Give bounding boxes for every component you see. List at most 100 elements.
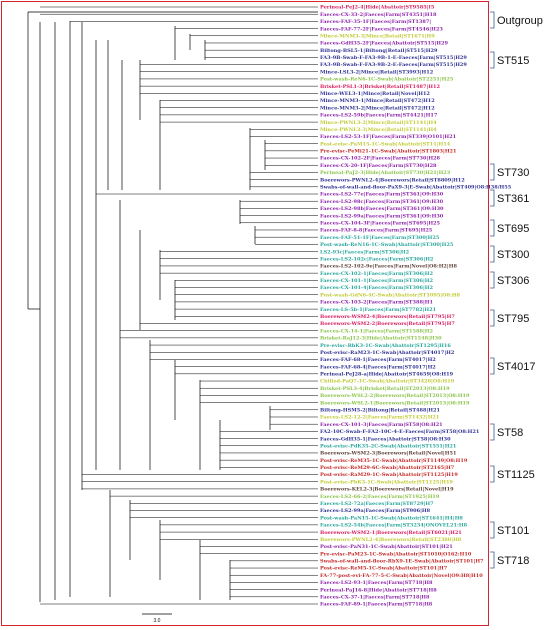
scale-bar-label: 3.0 (154, 618, 161, 624)
tree-leaf-label: Faeces-FAF-68-1|Faeces|Farm|ST4017|H2 (320, 357, 436, 363)
clade-bracket (490, 245, 495, 263)
tree-leaf-label: Chilled-PaQ7-1C-Swab|Abattoir|ST3420|O8:… (320, 379, 455, 385)
tree-leaf-label: Faeces-CX-103-2|Faeces|Farm|ST388|H1 (320, 300, 433, 306)
tree-leaf-label: Perineal-PaJ16-8|Hide|Abattoir|ST718|H8 (320, 587, 437, 593)
tree-leaf-label: Faeces-CX-102-2F|Faeces|Farm|ST730|H28 (320, 156, 441, 162)
clade-label: ST695 (497, 223, 529, 235)
tree-leaf-label: FA3-9B-Swab-F-FA3-9B-2-E-Faeces|Farm|ST5… (320, 62, 467, 68)
clade-bracket (490, 189, 495, 207)
tree-leaf-label: Boerewors-WSL2-2|Boerewors|Retail|ST2013… (320, 393, 470, 399)
tree-leaf-label: FA3-9B-Swab-F-FA3-9B-1-E-Faeces|Farm|ST5… (320, 55, 467, 61)
tree-leaf-label: Faeces-LS2-93-1|Faeces|Farm|ST718|H8 (320, 580, 433, 586)
clade-label: ST515 (497, 55, 529, 67)
clade-label: ST101 (497, 525, 529, 537)
tree-leaf-label: Swabs-of-wall-and-floor-PaX9-3|E-Swab|Ab… (320, 185, 512, 191)
tree-leaf-label: Boerewors-WSM2-2|Boerewors|Retail|ST795|… (320, 321, 455, 327)
tree-leaf-label: Faeces-FAF-35-1F|Faeces|Farm|ST1387| (320, 19, 431, 25)
tree-leaf-label: Mince-MNM3-1|Mince|Retail|ST472|H12 (320, 98, 435, 104)
tree-leaf-label: Post-evisc-PaM15-1C-Swab|Abattoir|ST11|H… (320, 141, 451, 147)
tree-leaf-label: Swabs-of-wall-and-floor-RbX9-1E-Swab|Aba… (320, 559, 484, 565)
clade-bracket (490, 163, 495, 181)
clade-brackets: Outgroup ST515 ST730 ST361 ST695 ST300 ST306 ST… (490, 11, 543, 569)
clade-label: ST4017 (497, 361, 536, 373)
clade-bracket (490, 219, 495, 237)
tree-leaf-label: Boerewors-KEL2-3|Boerewors|Retail|Novel|… (320, 487, 454, 493)
clade-bracket (490, 309, 495, 327)
tree-branches (27, 6, 318, 605)
tree-leaf-label: Biltong-HSM5-2|Biltong|Retail|ST488|H21 (320, 407, 440, 413)
tree-leaves: Perineal-PeJ2-4|Hide|Abattoir|ST9585|I5F… (320, 5, 512, 608)
tree-leaf-label: Faeces-FAF-8-8|Faeces|Farm|ST695|H25 (320, 228, 433, 234)
tree-leaf-label: Perineal-PeJ28-a|Hide|Abattoir|ST4659|O8… (320, 372, 454, 378)
tree-leaf-label: Post-evisc-ReM29-6C-Swab|Abattoir|ST2165… (320, 465, 455, 471)
tree-leaf-label: Boerewors-WSM2-1|Boerewors|Retail|ST6021… (320, 530, 462, 536)
tree-leaf-label: Faeces-CX-14-1|Faeces|Farm|ST1588|H2 (320, 328, 434, 334)
tree-leaf-label: Faeces-LS2-102-9e|Faeces|Farm|Novel|O8:H… (320, 264, 457, 270)
tree-leaf-label: Faeces-FAF-77-2F|Faeces|Farm|ST4546|H23 (320, 26, 443, 32)
tree-leaf-label: Boerewors-PWNL2-4|Boerewors|Retail|ST238… (320, 537, 462, 543)
tree-leaf-label: Post-wash-ReN16-1C-Swab|Abattoir|ST300|H… (320, 242, 454, 248)
clade-bracket (490, 11, 495, 29)
tree-leaf-label: Post-wash-GdN6-4C-Swab|Abattoir|ST1095|O… (320, 292, 461, 298)
tree-leaf-label: Faeces-CX-101-3|Faeces|Farm|ST58|O8:H21 (320, 422, 443, 428)
tree-leaf-label: Mince-MNM3-3|Mince|Retail|ST1671|H9 (320, 33, 435, 39)
clade-label: Outgroup (497, 15, 543, 27)
tree-leaf-label: Post-evisc-RaM29-1C-Swab|Abattoir|ST1125… (320, 472, 458, 478)
tree-leaf-label: Faeces-LS2-99a|Faeces|Farm|ST906|H8 (320, 508, 431, 514)
clade-bracket (490, 551, 495, 569)
tree-leaf-label: Faeces-FAF-51-1F|Faeces|Farm|ST300|H25 (320, 235, 440, 241)
tree-leaf-label: Faeces-GdH35-2F|Faeces|Abattoir|ST515|H2… (320, 41, 448, 47)
tree-leaf-label: Faeces-LS2-59b|Faeces|Farm|ST4421|H17 (320, 113, 438, 119)
clade-label: ST718 (497, 555, 529, 567)
tree-leaf-label: Faeces-LS2-72a|Faeces|Farm|ST8729|H7 (320, 501, 434, 507)
tree-leaf-label: Post-wash-ReN6-1C-Swab|Abattoir|ST2251|H… (320, 77, 454, 83)
tree-leaf-label: Faeces-CX-101-1|Faeces|Farm|ST306|H2 (320, 278, 434, 284)
tree-leaf-label: Faeces-GdH35-1|Faeces|Abattoir|ST58|O8:H… (320, 436, 451, 442)
tree-leaf-label: Faeces-LS2-77e|Faeces|Farm|ST361|O9:H30 (320, 192, 444, 198)
tree-leaf-label: Post-evisc-ReM5-1C-Swab|Abattoir|ST101|H… (320, 566, 448, 572)
tree-leaf-label: Faeces-CX-104-3F|Faeces|Farm|ST695|H25 (320, 220, 441, 226)
clade-bracket (490, 465, 495, 483)
tree-frame (1, 1, 489, 626)
tree-leaf-label: Post-evisc-PbK3-1C-Swab|Abattoir|ST1125|… (320, 479, 453, 485)
tree-leaf-label: Brisket-PSL3-4|Brisket|Retail|ST2013|O8:… (320, 386, 450, 392)
scale-bar: 3.0 (142, 613, 172, 624)
tree-leaf-label: Pre-evisc-RbK3-1C-Swab|Abattoir|ST1295|H… (320, 343, 451, 349)
tree-leaf-label: FA2-10C-Swab-F-FA2-10C-4-E-Faeces|Farm|S… (320, 429, 479, 435)
clade-label: ST300 (497, 249, 529, 261)
tree-leaf-label: Faeces-LS2-53-1F|Faeces|Farm|ST339|O101|… (320, 134, 456, 140)
tree-leaf-label: Mince-LSL3-2|Mince|Retail|ST3993|H12 (320, 69, 434, 75)
tree-leaf-label: Boerewors-WSM2-4|Boerewors|Retail|ST795|… (320, 314, 455, 320)
tree-leaf-label: Boerewors-PWNL2-4|Boerewors|Retail|ST880… (320, 177, 465, 183)
tree-leaf-label: Faeces-CX-102-1|Faeces|Farm|ST306|H2 (320, 271, 434, 277)
clade-label: ST361 (497, 193, 529, 205)
clade-label: ST58 (497, 427, 523, 439)
tree-leaf-label: Post-wash-PaN15-1C-Swab|Abattoir|ST1641|… (320, 515, 463, 521)
clade-label: ST795 (497, 313, 529, 325)
clade-label: ST1125 (497, 469, 535, 481)
tree-leaf-label: Perineal-PeJ2-4|Hide|Abattoir|ST9585|I5 (320, 5, 435, 11)
tree-leaf-label: Faeces-LS2-99a|Faeces|Farm|ST361|O9:H30 (320, 213, 444, 219)
tree-leaf-label: Faeces-LS2-98b|Faeces|Farm|ST361|O9:H30 (320, 206, 444, 212)
clade-bracket (490, 357, 495, 375)
tree-leaf-label: Post-evisc-ReM35-1C-Swab|Abattoir|ST1149… (320, 458, 468, 464)
tree-leaf-label: Faeces-LS2-12-2|Faeces|Farm|ST1432|H21 (320, 415, 439, 421)
tree-leaf-label: Post-evisc-PaN31-1C-Swab|Abattoir|ST101|… (320, 544, 453, 550)
tree-leaf-label: Faeces-LS2-98c|Faeces|Farm|ST361|O9:H30 (320, 199, 444, 205)
tree-leaf-label: Faeces-LS-5b-1|Faeces|Farm|ST7782|H21 (320, 307, 436, 313)
tree-leaf-label: Faeces-LS2-102c|Faeces|Farm|ST306|H2 (320, 256, 434, 262)
tree-leaf-label: Biltong-BSL5-1|Biltong|Retail|ST515|H29 (320, 48, 438, 54)
tree-leaf-label: Faeces-CX-33-2|Faeces|Farm|ST4351|H18 (320, 12, 437, 18)
tree-leaf-label: Brisket-RaJ12-3|Hide|Abattoir|ST1548|H30 (320, 336, 442, 342)
tree-leaf-label: Faeces-FAF-89-1|Faeces|Farm|ST718|H8 (320, 602, 433, 608)
tree-leaf-label: Pre-evisc-PaM23-1C-Swab|Abattoir|ST1010|… (320, 551, 472, 557)
clade-bracket (490, 521, 495, 539)
clade-bracket (490, 51, 495, 69)
tree-leaf-label: Brisket-PSL1-3|Brisket|Retail|ST1487|H12 (320, 84, 440, 90)
tree-leaf-label: Perineal-PaJ2-3|Hide|Abattoir|ST730|H21|… (320, 170, 451, 176)
tree-leaf-label: Mince-MNM3-2|Mince|Retail|ST472|H12 (320, 105, 435, 111)
tree-leaf-label: Faeces-LS2-66-2|Faeces|Farm|ST1925|H19 (320, 494, 440, 500)
tree-leaf-label: Mince-PWNL3-3|Mince|Retail|ST1141|H4 (320, 127, 437, 133)
clade-bracket (490, 271, 495, 289)
